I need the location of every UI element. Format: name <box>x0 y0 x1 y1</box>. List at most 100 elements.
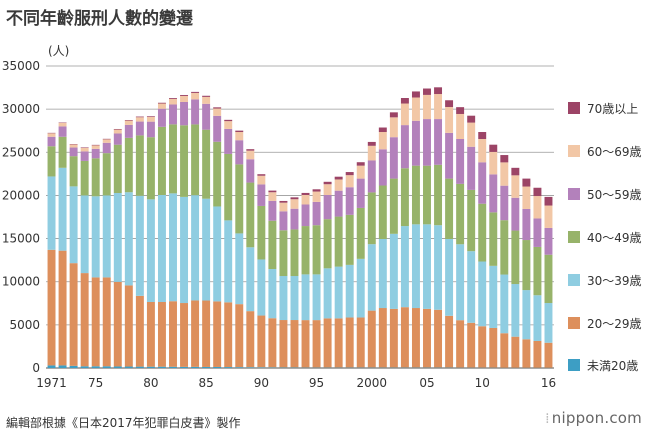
bar-segment-1-1971 <box>47 249 56 366</box>
bar-stack-1975 <box>91 144 100 368</box>
bar-segment-4-2013 <box>511 197 520 231</box>
bar-segment-3-1992 <box>279 230 288 277</box>
bar-segment-2-2012 <box>500 274 509 334</box>
bar-segment-2-1992 <box>279 276 288 321</box>
bar-segment-4-2001 <box>378 149 387 186</box>
bar-segment-0-1985 <box>202 366 211 368</box>
bar-segment-4-2004 <box>411 120 420 166</box>
legend-swatch <box>568 145 580 157</box>
bar-stack-1998 <box>345 172 354 368</box>
bar-segment-1-2001 <box>378 308 387 368</box>
bar-segment-4-1975 <box>91 148 100 159</box>
bar-segment-4-1990 <box>257 184 266 206</box>
bar-segment-3-1991 <box>268 220 277 270</box>
bar-segment-1-1974 <box>80 273 89 367</box>
bar-segment-4-1989 <box>246 159 255 183</box>
bar-segment-1-2005 <box>423 308 431 368</box>
bar-segment-3-2011 <box>489 212 498 266</box>
bar-stack-2014 <box>522 178 531 368</box>
bar-segment-4-1996 <box>323 195 332 220</box>
bar-stack-1971 <box>47 132 56 368</box>
bar-segment-4-2003 <box>400 125 409 169</box>
bar-segment-4-2002 <box>389 137 398 179</box>
bar-segment-1-1986 <box>213 301 222 367</box>
legend-label: 50～59歳 <box>587 187 642 202</box>
bar-segment-4-2011 <box>489 174 498 213</box>
y-tick-label: 15000 <box>2 232 40 246</box>
bar-stack-2007 <box>445 100 454 368</box>
bar-segment-6-1983 <box>180 94 189 96</box>
bar-segment-2-2010 <box>478 261 487 327</box>
legend-label: 未満20歳 <box>587 358 639 373</box>
bar-segment-5-2015 <box>533 196 542 219</box>
bar-segment-5-1983 <box>180 95 189 102</box>
bar-segment-1-1987 <box>224 302 233 368</box>
bar-segment-6-1974 <box>80 147 89 148</box>
bar-segment-3-1973 <box>69 156 78 187</box>
bar-segment-5-1977 <box>113 129 122 134</box>
bar-stack-2011 <box>489 144 498 368</box>
bar-segment-5-1997 <box>334 179 343 191</box>
bar-segment-2-2004 <box>411 224 420 309</box>
bar-segment-5-1976 <box>102 139 111 143</box>
bar-stack-2003 <box>400 98 409 368</box>
bar-segment-2-1984 <box>191 195 200 301</box>
bar-segment-3-1979 <box>135 135 144 196</box>
bar-segment-2-2001 <box>378 239 387 309</box>
bar-segment-5-1992 <box>279 202 288 212</box>
bar-segment-6-1977 <box>113 128 122 130</box>
bar-segment-3-2004 <box>411 165 420 225</box>
bar-stack-1985 <box>202 95 211 368</box>
x-tick-label: 95 <box>309 376 324 390</box>
bar-segment-1-1997 <box>334 318 343 368</box>
bar-stack-2006 <box>434 87 443 368</box>
bar-stack-2000 <box>367 141 376 368</box>
bar-segment-6-2005 <box>423 88 431 95</box>
bar-segment-2-1983 <box>180 196 189 304</box>
bar-segment-1-1993 <box>290 320 299 368</box>
bar-stack-1989 <box>246 149 255 368</box>
y-tick-label: 20000 <box>2 188 40 202</box>
bar-segment-5-1972 <box>58 122 67 127</box>
bar-segment-5-2012 <box>500 162 509 186</box>
bar-segment-1-1990 <box>257 315 266 368</box>
y-tick-label: 10000 <box>2 275 40 289</box>
bar-segment-3-2016 <box>544 254 553 304</box>
bar-segment-2-2016 <box>544 303 553 343</box>
bar-segment-6-2016 <box>544 196 553 206</box>
bar-stack-1990 <box>257 174 266 368</box>
bar-segment-6-1975 <box>91 144 100 146</box>
bar-segment-2-1981 <box>157 195 166 302</box>
legend-item: 40～49歳 <box>568 229 642 245</box>
legend-item: 70歳以上 <box>568 100 638 116</box>
bar-segment-5-2001 <box>378 132 387 150</box>
bar-segment-2-1976 <box>102 195 111 278</box>
bar-segment-3-1977 <box>113 144 122 194</box>
bar-segment-2-1975 <box>91 196 100 278</box>
bar-segment-4-1998 <box>345 187 354 215</box>
bar-segment-3-1983 <box>180 125 189 197</box>
bar-segment-1-2011 <box>489 327 498 368</box>
bar-segment-4-2015 <box>533 218 542 247</box>
bar-segment-1-1972 <box>58 250 67 366</box>
bar-segment-5-1975 <box>91 145 100 149</box>
bar-segment-1-1989 <box>246 311 255 368</box>
bar-segment-6-1980 <box>146 116 155 117</box>
bar-segment-1-2000 <box>367 310 376 368</box>
legend-swatch <box>568 274 580 286</box>
bar-stack-1980 <box>146 116 155 368</box>
bar-segment-2-1973 <box>69 186 78 264</box>
source-note: 編輯部根據《日本2017年犯罪白皮書》製作 <box>6 416 241 430</box>
bar-segment-3-1987 <box>224 153 233 221</box>
bar-segment-1-1978 <box>124 285 133 367</box>
bar-segment-3-1994 <box>301 226 310 275</box>
bar-segment-3-1984 <box>191 124 200 196</box>
bar-segment-6-1981 <box>157 102 166 104</box>
bar-segment-5-1990 <box>257 175 266 185</box>
bar-segment-5-2000 <box>367 145 376 161</box>
legend-label: 60～69歳 <box>587 144 642 159</box>
bar-segment-1-1980 <box>146 301 155 367</box>
bar-segment-5-1985 <box>202 96 211 104</box>
bar-segment-0-1986 <box>213 366 222 368</box>
bar-segment-5-1971 <box>47 133 56 137</box>
